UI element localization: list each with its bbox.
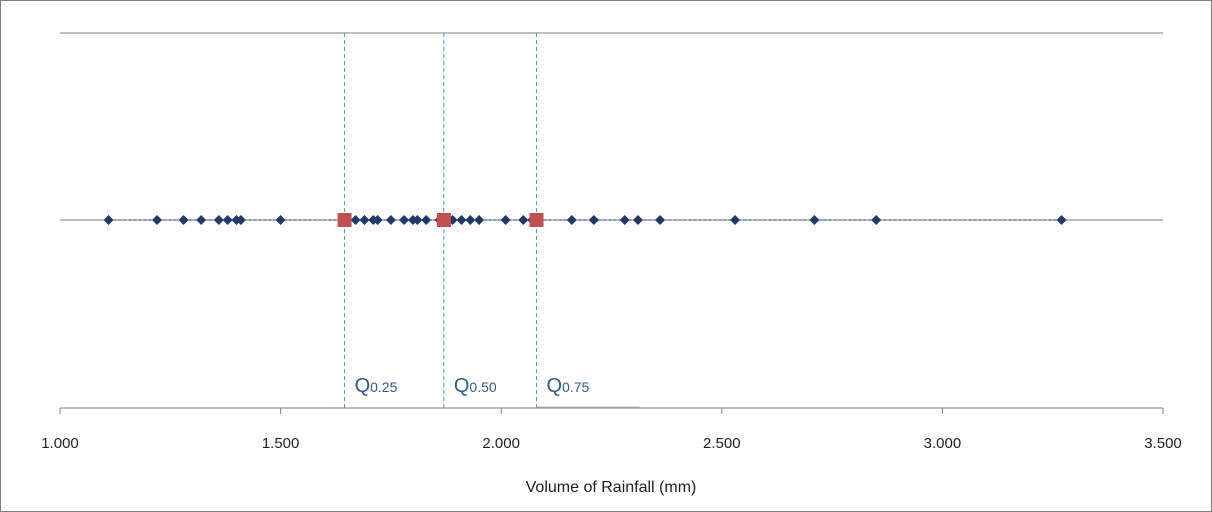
data-point: [103, 215, 114, 225]
x-tick-label: 2.000: [482, 435, 520, 452]
data-point: [421, 215, 432, 225]
x-tick-label: 3.000: [924, 435, 962, 452]
data-point: [456, 215, 467, 225]
data-point: [152, 215, 163, 225]
data-point: [730, 215, 741, 225]
data-point: [809, 215, 820, 225]
quantile-markers: [337, 213, 544, 227]
quantile-label-subscript: 0.75: [562, 379, 589, 395]
data-point: [566, 215, 577, 225]
data-point: [222, 215, 233, 225]
quartile-marker: [529, 213, 544, 227]
data-point: [474, 215, 485, 225]
data-point: [178, 215, 189, 225]
data-point: [500, 215, 511, 225]
data-point: [235, 215, 246, 225]
data-point: [350, 215, 361, 225]
data-point: [518, 215, 529, 225]
quartile-marker: [337, 213, 352, 227]
data-point: [465, 215, 476, 225]
data-point: [619, 215, 630, 225]
data-point: [399, 215, 410, 225]
quartile-marker: [436, 213, 451, 227]
x-tick-label: 3.500: [1144, 435, 1182, 452]
x-axis-title: Volume of Rainfall (mm): [526, 479, 697, 496]
data-point: [871, 215, 882, 225]
quantile-label: Q0.75: [546, 375, 589, 397]
data-point: [385, 215, 396, 225]
data-point: [196, 215, 207, 225]
quantile-labels: Q0.25 Q0.50 Q0.75: [355, 375, 640, 408]
quantile-label: Q0.25: [355, 375, 398, 397]
data-point: [588, 215, 599, 225]
data-point: [372, 215, 383, 225]
quantile-label-subscript: 0.25: [370, 379, 397, 395]
x-axis-ticks: 1.000 1.500 2.000 2.500 3.000 3.500: [41, 408, 1182, 452]
data-point: [213, 215, 224, 225]
quantile-label: Q0.50: [454, 375, 497, 397]
quantile-label-subscript: 0.50: [469, 379, 496, 395]
data-point: [275, 215, 286, 225]
data-point: [632, 215, 643, 225]
x-tick-label: 1.000: [41, 435, 79, 452]
data-point: [359, 215, 370, 225]
data-point: [412, 215, 423, 225]
data-point: [655, 215, 666, 225]
x-tick-label: 2.500: [703, 435, 741, 452]
data-points: [103, 215, 1067, 225]
data-point: [1056, 215, 1067, 225]
x-tick-label: 1.500: [262, 435, 300, 452]
